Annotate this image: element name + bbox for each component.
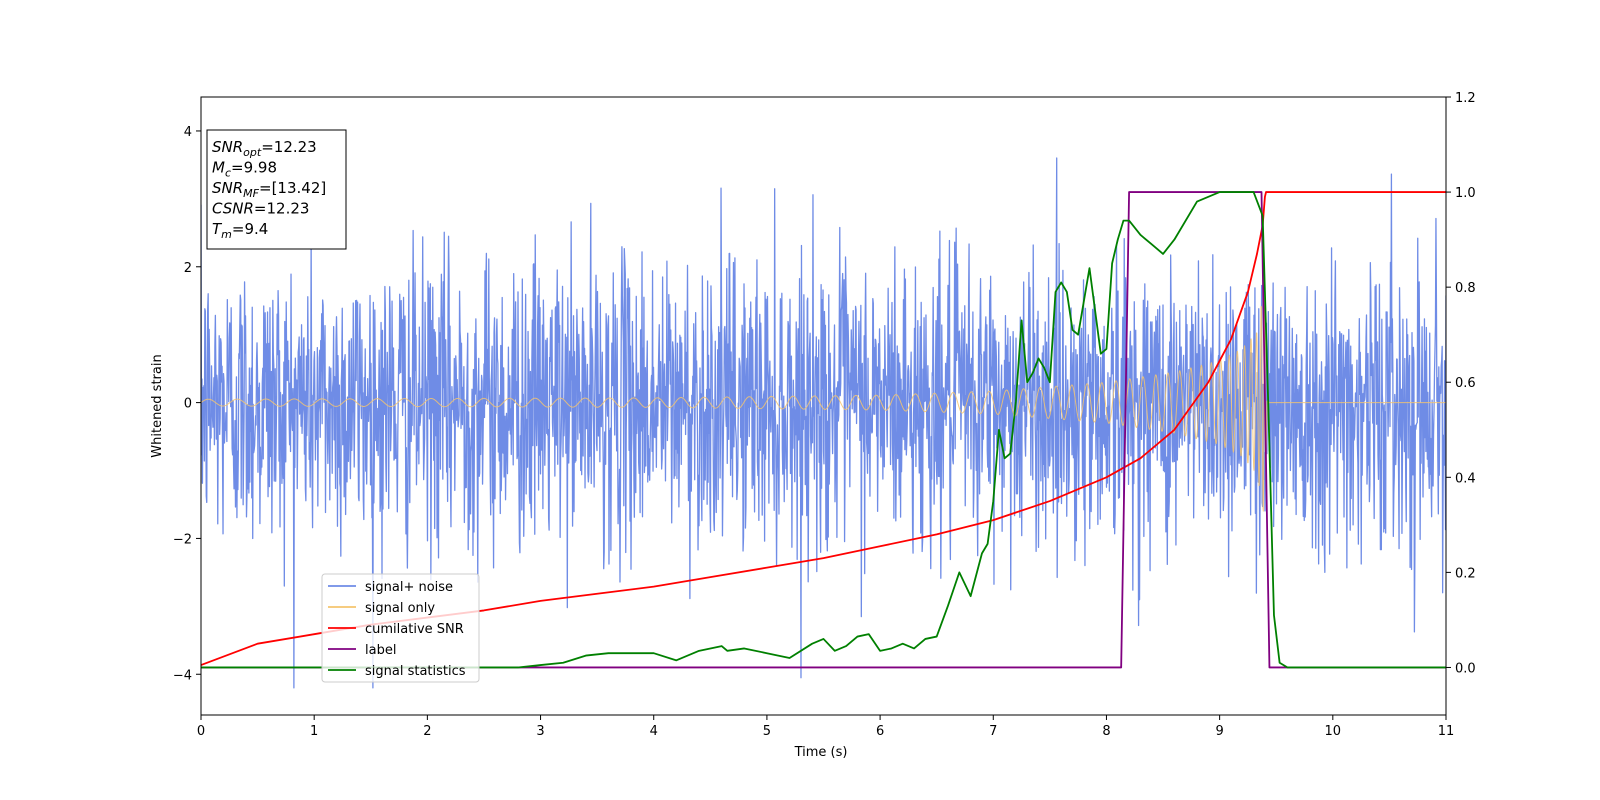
x-tick-label: 7 <box>989 724 997 739</box>
series-line-signal-statistics <box>201 191 1446 669</box>
y-axis-label: Whitened strain <box>150 354 165 457</box>
info-line: SNRopt=12.23 <box>212 138 317 159</box>
legend-label-label: label <box>365 643 396 658</box>
ticks-layer: 0 1 2 3 4 5 6 7 8 9 10 11 −4 −2 0 2 4 0.0 0.2 0.4 0.6 0.8 1.0 1… <box>173 91 1476 739</box>
info-line: Mc=9.98 <box>212 159 277 180</box>
legend: signal+ noise signal only cumilative SNR la… <box>321 573 480 683</box>
x-tick-label: 11 <box>1438 724 1455 739</box>
series-line-signal-only <box>201 282 1446 512</box>
x-tick-label: 2 <box>423 724 431 739</box>
x-tick-label: 8 <box>1102 724 1110 739</box>
info-line: CSNR=12.23 <box>212 200 309 218</box>
y-right-tick-label: 0.6 <box>1455 376 1476 391</box>
x-tick-label: 0 <box>197 724 205 739</box>
series-line-signal-noise <box>201 157 1446 689</box>
info-line: SNRMF=[13.42] <box>212 179 326 200</box>
y-right-tick-label: 1.2 <box>1455 91 1476 106</box>
y-left-tick-label: −4 <box>173 668 192 683</box>
x-tick-label: 6 <box>876 724 884 739</box>
info-box: SNRopt=12.23Mc=9.98SNRMF=[13.42]CSNR=12.… <box>206 129 347 250</box>
y-right-tick-label: 0.8 <box>1455 281 1476 296</box>
legend-frame <box>321 573 480 683</box>
y-left-tick-label: 2 <box>184 261 192 276</box>
plot-frame <box>200 96 1447 716</box>
info-box-frame <box>206 129 347 250</box>
legend-label-signal-noise: signal+ noise <box>365 580 453 595</box>
y-left-tick-label: −2 <box>173 532 192 547</box>
legend-label-signal-statistics: signal statistics <box>365 664 466 679</box>
y-right-tick-label: 1.0 <box>1455 186 1476 201</box>
x-tick-label: 4 <box>650 724 658 739</box>
x-tick-label: 9 <box>1215 724 1223 739</box>
legend-label-cumilative-snr: cumilative SNR <box>365 622 464 637</box>
y-right-tick-label: 0.4 <box>1455 471 1476 486</box>
y-right-tick-label: 0.0 <box>1455 661 1476 676</box>
x-axis-label: Time (s) <box>794 745 848 760</box>
y-right-tick-label: 0.2 <box>1455 566 1476 581</box>
info-line: Tm=9.4 <box>212 220 268 241</box>
x-tick-label: 1 <box>310 724 318 739</box>
y-left-tick-label: 4 <box>184 125 192 140</box>
x-tick-label: 10 <box>1325 724 1342 739</box>
y-left-tick-label: 0 <box>184 397 192 412</box>
x-tick-label: 5 <box>763 724 771 739</box>
x-tick-label: 3 <box>536 724 544 739</box>
legend-label-signal-only: signal only <box>365 601 435 616</box>
